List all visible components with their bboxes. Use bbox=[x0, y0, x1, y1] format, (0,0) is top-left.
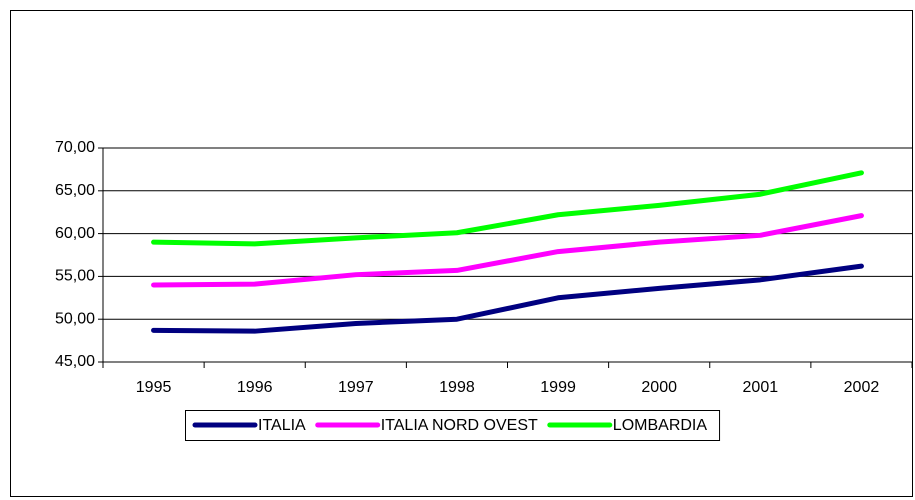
x-tick-label: 2001 bbox=[743, 379, 779, 396]
x-tick-label: 1999 bbox=[540, 379, 576, 396]
legend-label: ITALIA NORD OVEST bbox=[381, 417, 538, 434]
x-tick-label: 1996 bbox=[237, 379, 273, 396]
series-line bbox=[151, 170, 864, 247]
y-tick-label: 45,00 bbox=[55, 353, 95, 370]
y-tick-label: 60,00 bbox=[55, 225, 95, 242]
series-line bbox=[151, 213, 864, 288]
x-tick-label: 1998 bbox=[439, 379, 475, 396]
y-tick-label: 50,00 bbox=[55, 310, 95, 327]
legend-box bbox=[185, 410, 721, 441]
x-tick-label: 2002 bbox=[844, 379, 880, 396]
y-tick-label: 55,00 bbox=[55, 268, 95, 285]
x-tick-label: 2000 bbox=[641, 379, 677, 396]
x-tick-label: 1995 bbox=[136, 379, 172, 396]
legend-label: ITALIA bbox=[258, 417, 306, 434]
x-tick-label: 1997 bbox=[338, 379, 374, 396]
y-tick-label: 65,00 bbox=[55, 182, 95, 199]
legend-label: LOMBARDIA bbox=[613, 417, 708, 434]
series-line bbox=[151, 263, 864, 334]
y-tick-label: 70,00 bbox=[55, 139, 95, 156]
